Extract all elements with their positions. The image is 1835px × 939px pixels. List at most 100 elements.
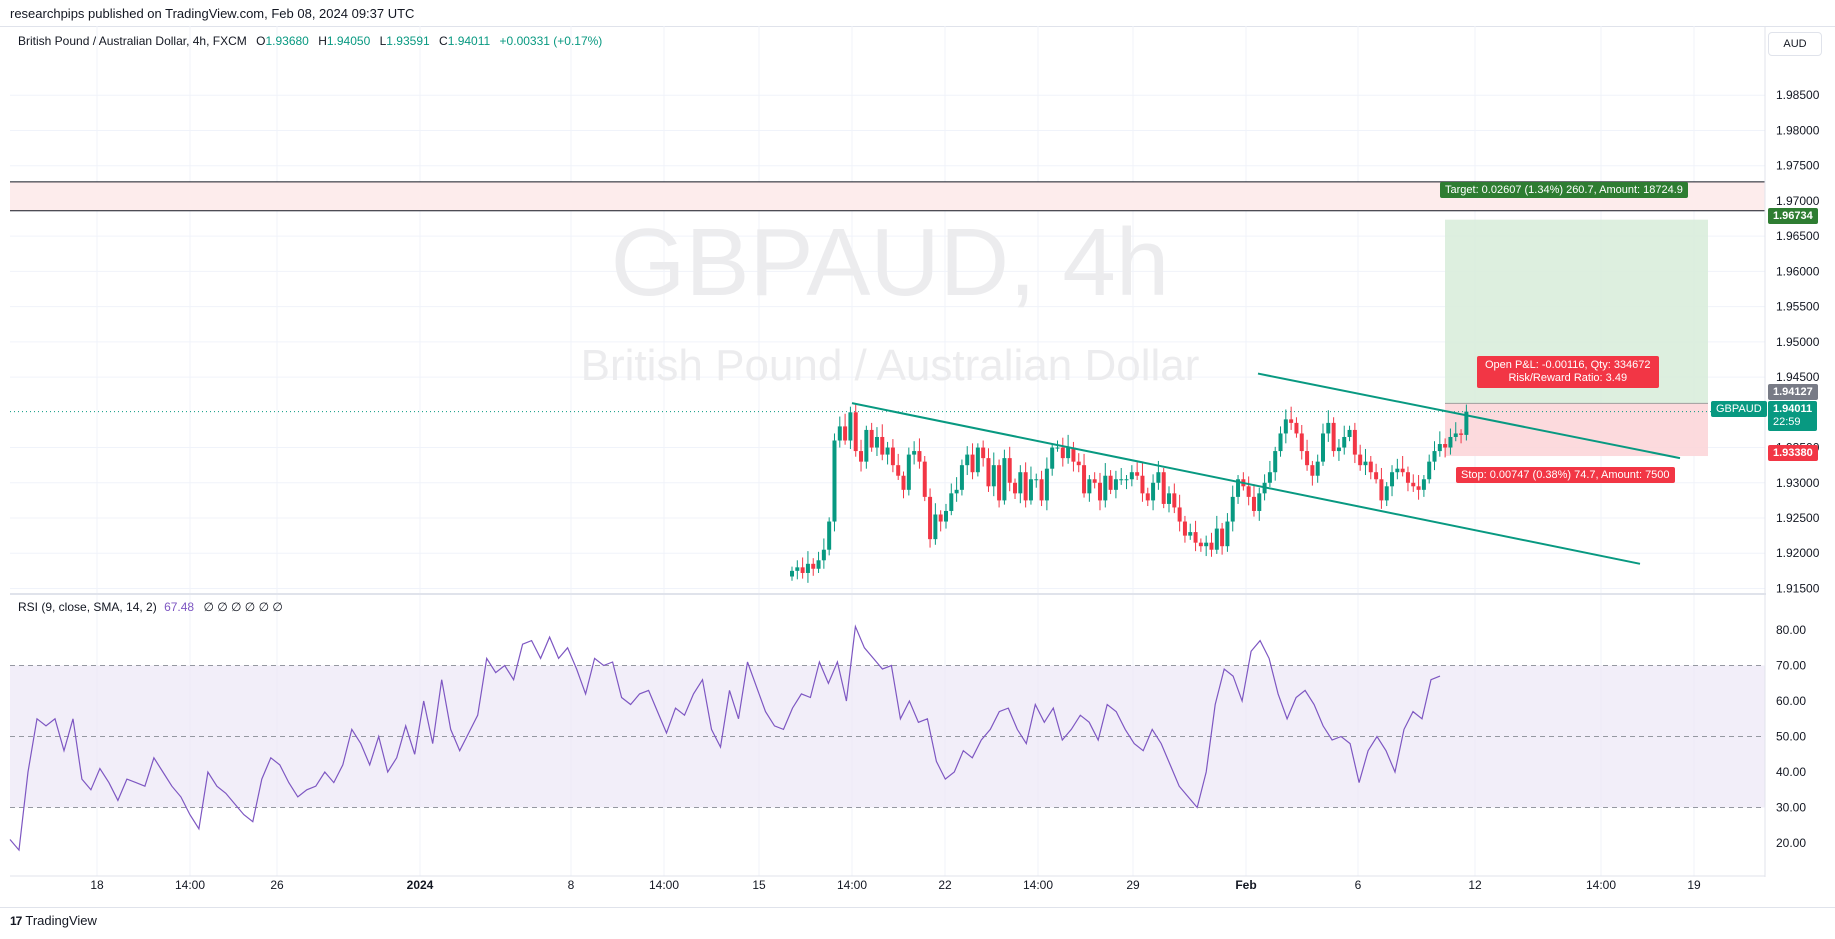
candle-body [928,496,933,540]
candle-body [859,451,864,462]
candle-body [1124,479,1129,481]
target-price-tag: 1.96734 [1768,208,1818,224]
candle-body [986,458,991,487]
countdown: 22:59 [1773,416,1801,428]
candle-body [1374,472,1379,480]
candle-body [1182,521,1187,536]
candle-body [1347,429,1352,437]
candle-body [1135,472,1140,476]
candle-body [949,493,954,511]
candle-body [1039,479,1044,501]
pnl-label[interactable]: Open P&L: -0.00116, Qty: 334672 Risk/Rew… [1477,356,1659,388]
candle-body [1310,465,1315,476]
candle-body [1071,447,1076,462]
candle-body [1087,479,1092,494]
rsi-tick-label: 60.00 [1776,694,1806,708]
candle-body [1246,486,1251,497]
rsi-pane[interactable] [9,624,1765,852]
candle-body [1113,479,1118,490]
trendlines[interactable] [851,372,1681,565]
candle-body [1167,493,1172,504]
candle-body [1421,479,1426,490]
brand-name: TradingView [25,913,97,928]
watermark: GBPAUD, 4h British Pound / Australian Do… [581,209,1200,390]
stop-zone [1445,403,1708,457]
candle-body [1092,479,1097,483]
candle-body [1305,451,1310,466]
candle-body [1448,436,1453,448]
time-tick-label: 22 [938,878,952,892]
candle-body [869,429,874,448]
candle-body [965,454,970,466]
candle-body [1390,472,1395,487]
candle-body [805,563,810,573]
price-tick-label: 1.95500 [1776,300,1820,314]
candle-body [1427,461,1432,480]
trendline-upper [1257,372,1681,460]
candle-body [975,447,980,473]
currency-button[interactable]: AUD [1768,32,1822,56]
candle-body [1278,433,1283,452]
candle-body [912,451,917,455]
candle-body [880,436,885,455]
time-tick-label: 14:00 [1023,878,1053,892]
candle-body [800,567,805,573]
candle-body [997,465,1002,501]
time-tick-label: Feb [1235,878,1256,892]
legend-high: H1.94050 [318,34,371,48]
candle-body [1459,433,1464,435]
target-label[interactable]: Target: 0.02607 (1.34%) 260.7, Amount: 1… [1440,182,1688,198]
candle-body [922,461,927,497]
publisher-line: researchpips published on TradingView.co… [10,6,415,21]
candle-body [1283,419,1288,434]
candle-body [943,510,948,522]
candle-body [853,412,858,452]
time-tick-label: 14:00 [175,878,205,892]
price-tick-label: 1.91500 [1776,581,1820,595]
candle-body [1315,461,1320,476]
candle-body [1097,482,1102,501]
price-tick-label: 1.92500 [1776,511,1820,525]
candle-body [1204,542,1209,547]
candle-body [1119,479,1124,481]
candle-body [1129,472,1134,480]
candle-body [1443,444,1448,448]
time-tick-label: 18 [90,878,104,892]
candle-body [843,426,848,441]
candle-body [1331,422,1336,452]
watermark-subtitle: British Pound / Australian Dollar [581,341,1200,390]
candle-body [1209,542,1214,550]
price-tick-label: 1.98500 [1776,88,1820,102]
candle-body [790,570,794,577]
candle-body [1358,454,1363,466]
candle-body [1013,482,1018,494]
brand[interactable]: 17 TradingView [10,913,97,928]
current-price-tag: 1.94011 22:59 [1768,401,1818,431]
stop-label[interactable]: Stop: 0.00747 (0.38%) 74.7, Amount: 7500 [1456,467,1675,483]
candle-body [874,436,879,448]
candle-body [1193,532,1198,543]
price-tick-label: 1.97500 [1776,159,1820,173]
candle-body [938,514,943,522]
time-tick-label: 12 [1468,878,1482,892]
candle-body [1267,472,1272,483]
symbol-price-tag: GBPAUD [1711,401,1767,417]
candle-body [816,560,821,569]
time-tick-label: 14:00 [649,878,679,892]
candle-body [1379,479,1384,501]
candle-body [1257,493,1262,511]
candle-body [1198,542,1203,547]
long-position[interactable] [1445,219,1708,457]
time-tick-label: 29 [1126,878,1140,892]
price-tick-label: 1.97000 [1776,194,1820,208]
legend-change: +0.00331 (+0.17%) [499,34,603,48]
rsi-value: 67.48 [164,600,195,614]
price-tick-label: 1.95000 [1776,335,1820,349]
candle-body [1066,447,1071,459]
candle-body [1453,433,1458,437]
candle-body [1384,486,1389,501]
candle-body [1156,472,1161,483]
pnl-line: Open P&L: -0.00116, Qty: 334672 [1485,359,1651,371]
candles [10,403,1765,583]
